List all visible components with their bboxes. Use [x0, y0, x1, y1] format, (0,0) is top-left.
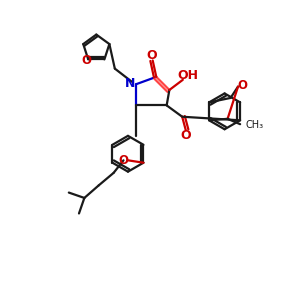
Text: O: O — [237, 80, 247, 92]
Text: OH: OH — [178, 69, 199, 82]
Text: O: O — [181, 129, 191, 142]
Text: O: O — [118, 154, 128, 167]
Text: O: O — [147, 49, 158, 62]
Text: N: N — [124, 77, 135, 90]
Text: O: O — [82, 53, 92, 67]
Text: CH₃: CH₃ — [245, 120, 264, 130]
